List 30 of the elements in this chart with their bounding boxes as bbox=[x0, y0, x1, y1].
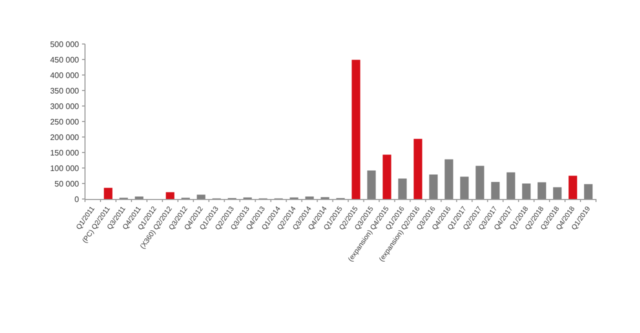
bar bbox=[538, 182, 546, 199]
y-tick-label: 150 000 bbox=[50, 148, 80, 158]
bar bbox=[522, 184, 531, 199]
y-tick-label: 100 000 bbox=[50, 164, 80, 173]
y-tick-label: 200 000 bbox=[50, 132, 80, 142]
y-tick-label: 350 000 bbox=[50, 86, 80, 96]
bar bbox=[196, 194, 206, 199]
bar bbox=[444, 159, 454, 199]
y-tick-label: 300 000 bbox=[50, 102, 80, 111]
bar bbox=[104, 188, 112, 199]
bar bbox=[367, 170, 376, 199]
y-tick-label: 500 000 bbox=[50, 40, 80, 49]
bar bbox=[382, 154, 392, 199]
bar bbox=[553, 187, 562, 199]
bar bbox=[429, 174, 438, 199]
y-tick-label: 250 000 bbox=[50, 117, 80, 126]
y-tick-label: 50 000 bbox=[54, 179, 80, 188]
bar bbox=[476, 166, 484, 199]
bar bbox=[414, 138, 422, 199]
bar bbox=[506, 172, 516, 199]
bar bbox=[491, 182, 500, 199]
bar bbox=[352, 60, 360, 199]
y-tick-label: 400 000 bbox=[50, 70, 80, 80]
bar bbox=[166, 192, 174, 199]
y-tick-label: 0 bbox=[74, 194, 80, 204]
bar bbox=[584, 184, 593, 199]
bar bbox=[568, 176, 578, 199]
bar bbox=[398, 178, 407, 199]
y-tick-label: 450 000 bbox=[50, 55, 80, 64]
bar bbox=[460, 176, 469, 199]
